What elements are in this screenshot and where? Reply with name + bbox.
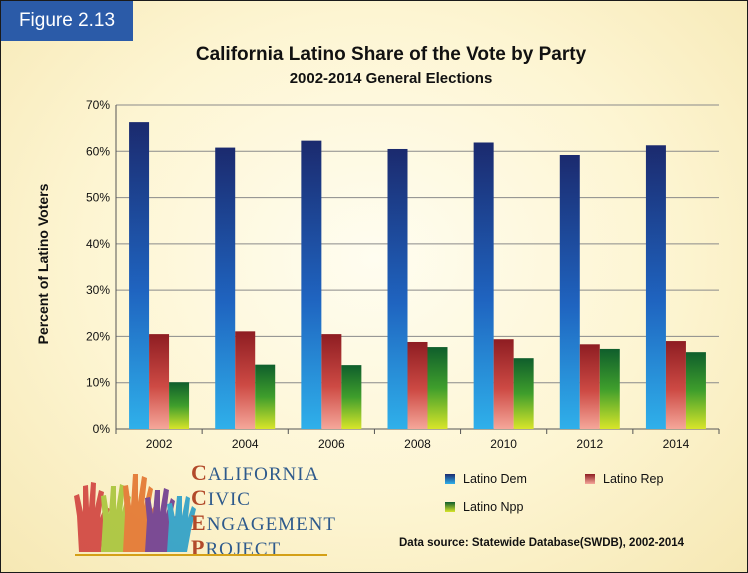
- logo-line-4: PROJECT: [191, 535, 282, 560]
- x-tick-label: 2002: [146, 437, 173, 451]
- chart-title: California Latino Share of the Vote by P…: [195, 44, 587, 65]
- bar-chart: 0% 10% 20% 30% 40% 50% 60% 70% 2002 2004 2006 2008 2…: [86, 98, 720, 451]
- x-tick-label: 2014: [663, 437, 690, 451]
- legend-swatch-rep: [585, 474, 595, 484]
- logo-wordmark: CALIFORNIA CIVIC ENGAGEMENT PROJECT: [191, 461, 336, 561]
- y-tick-label: 10%: [86, 376, 110, 390]
- bar-rep-2014: [665, 341, 686, 429]
- bar-npp-2006: [341, 365, 362, 429]
- bar-rep-2006: [321, 334, 342, 429]
- data-source: Data source: Statewide Database(SWDB), 2…: [399, 537, 685, 549]
- bar-rep-2008: [407, 341, 428, 429]
- y-tick-label: 30%: [86, 283, 110, 297]
- bar-rep-2012: [579, 344, 600, 429]
- y-tick-label: 20%: [86, 329, 110, 343]
- x-tick-label: 2012: [576, 437, 603, 451]
- x-tick-label: 2006: [318, 437, 345, 451]
- bar-npp-2002: [169, 382, 190, 429]
- y-tick-label: 60%: [86, 144, 110, 158]
- logo-line-1: CALIFORNIA: [191, 460, 320, 485]
- y-tick-label: 50%: [86, 191, 110, 205]
- bar-dem-2004: [215, 147, 236, 429]
- chart-subtitle: 2002-2014 General Elections: [289, 70, 493, 87]
- legend-swatch-npp: [445, 502, 455, 512]
- bar-rep-2002: [149, 334, 170, 429]
- bar-npp-2014: [685, 352, 706, 429]
- bar-npp-2004: [255, 364, 276, 429]
- bar-dem-2002: [129, 122, 150, 429]
- legend-item-dem: Latino Dem: [445, 472, 527, 486]
- bar-npp-2012: [599, 348, 620, 429]
- x-tick-label: 2004: [232, 437, 259, 451]
- y-tick-label: 40%: [86, 237, 110, 251]
- logo-underline: [75, 554, 327, 556]
- bar-dem-2010: [473, 142, 494, 429]
- bar-dem-2012: [559, 154, 580, 429]
- raised-hands-logo-icon: [74, 474, 196, 552]
- bar-dem-2006: [301, 140, 322, 429]
- logo-line-2: CIVIC: [191, 485, 251, 510]
- bar-rep-2010: [493, 339, 514, 429]
- legend-swatch-dem: [445, 474, 455, 484]
- figure-label: Figure 2.13: [1, 1, 133, 41]
- bar-npp-2010: [513, 358, 534, 429]
- bar-dem-2014: [645, 145, 666, 430]
- x-tick-label: 2010: [490, 437, 517, 451]
- y-tick-label: 70%: [86, 98, 110, 112]
- bar-npp-2008: [427, 347, 448, 429]
- x-tick-label: 2008: [404, 437, 431, 451]
- legend-label-npp: Latino Npp: [463, 500, 524, 514]
- legend-label-rep: Latino Rep: [603, 472, 664, 486]
- y-tick-label: 0%: [93, 422, 111, 436]
- legend-label-dem: Latino Dem: [463, 472, 527, 486]
- legend-item-npp: Latino Npp: [445, 500, 523, 514]
- bar-rep-2004: [235, 331, 256, 429]
- legend-item-rep: Latino Rep: [585, 472, 663, 486]
- logo-line-3: ENGAGEMENT: [191, 510, 337, 535]
- bar-dem-2008: [387, 148, 408, 429]
